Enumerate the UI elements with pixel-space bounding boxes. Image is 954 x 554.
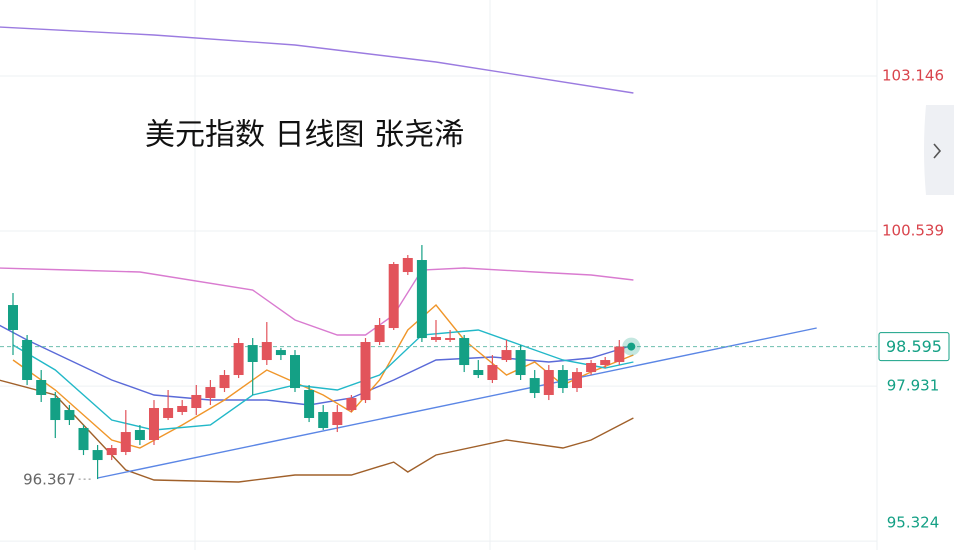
chart-title: 美元指数 日线图 张尧浠 xyxy=(145,118,464,153)
candle-body xyxy=(473,370,484,376)
y-tick-label: 95.324 xyxy=(887,514,940,532)
collapse-icon xyxy=(933,143,942,159)
candle-body xyxy=(92,450,103,461)
low-label: 96.367 xyxy=(23,471,76,489)
candle-body xyxy=(572,372,582,389)
last-price-box xyxy=(878,332,950,362)
candle-body xyxy=(586,363,597,373)
y-tick-label: 100.539 xyxy=(882,222,944,240)
candle-body xyxy=(360,342,371,401)
candle-body xyxy=(600,360,611,366)
candle-body xyxy=(374,325,385,343)
candle-body xyxy=(318,411,329,428)
candle-body xyxy=(120,432,131,453)
indicator-line xyxy=(97,327,817,479)
candle-body xyxy=(614,346,625,362)
candle-body xyxy=(557,370,568,389)
candle-body xyxy=(445,338,456,340)
candle-body xyxy=(163,408,174,418)
candle-body xyxy=(431,337,441,340)
candles xyxy=(8,245,625,480)
last-price-label: 98.595 xyxy=(886,337,942,356)
indicator-line xyxy=(0,26,634,94)
candle-body xyxy=(134,430,145,440)
candle-body xyxy=(515,350,526,376)
last-price-dot xyxy=(627,342,636,351)
candle-body xyxy=(36,380,47,395)
candle-body xyxy=(290,355,300,389)
candle-body xyxy=(459,338,470,366)
candle-body xyxy=(275,350,286,356)
candle-body xyxy=(388,264,399,329)
candle-body xyxy=(78,427,89,451)
candle-body xyxy=(402,257,413,273)
candle-body xyxy=(501,350,512,361)
candle-body xyxy=(529,378,540,394)
candle-body xyxy=(487,365,498,381)
candle-body xyxy=(149,408,159,440)
candle-body xyxy=(416,260,427,339)
candle-body xyxy=(261,342,272,361)
candle-body xyxy=(346,398,357,411)
y-tick-label: 97.931 xyxy=(887,377,940,395)
indicator-line xyxy=(0,267,634,336)
grid xyxy=(0,75,877,542)
candle-body xyxy=(205,387,216,399)
candle-body xyxy=(50,398,61,421)
candle-body xyxy=(22,339,33,381)
candle-body xyxy=(191,394,202,409)
candle-body xyxy=(543,370,554,395)
candle-body xyxy=(219,375,230,389)
y-tick-label: 103.146 xyxy=(882,66,944,84)
candle-body xyxy=(332,411,343,426)
candle-body xyxy=(64,410,75,421)
candle-body xyxy=(233,343,244,376)
candle-body xyxy=(106,448,117,456)
lines: 96.367 xyxy=(0,26,877,489)
candle-body xyxy=(8,305,18,330)
candle-body xyxy=(177,405,188,412)
candle-body xyxy=(304,389,315,418)
y-axis: 95.324 97.931 100.539 103.146 98.595 xyxy=(878,66,950,532)
candle-body xyxy=(247,345,258,362)
